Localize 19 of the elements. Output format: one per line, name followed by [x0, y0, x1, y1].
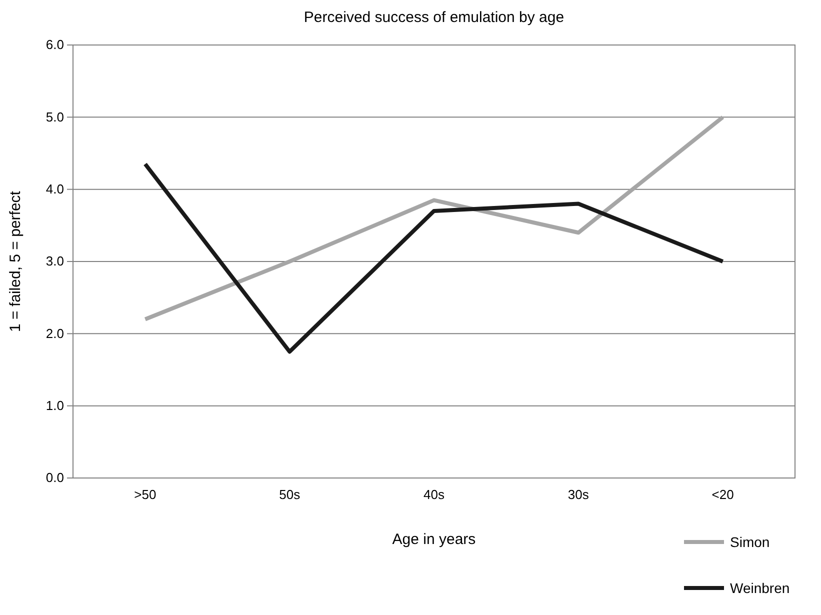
x-axis-title: Age in years: [392, 531, 476, 548]
y-tick-label: 5.0: [46, 109, 64, 124]
x-tick-label: 30s: [568, 487, 590, 502]
x-tick-label: 40s: [424, 487, 445, 502]
y-tick-label: 4.0: [46, 181, 64, 196]
y-tick-label: 6.0: [46, 37, 64, 52]
y-tick-label: 3.0: [46, 254, 64, 269]
x-tick-label: >50: [134, 487, 156, 502]
line-series: [143, 115, 725, 322]
chart-title: Perceived success of emulation by age: [304, 9, 564, 26]
line-series: [143, 162, 725, 354]
x-tick-label: <20: [712, 487, 734, 502]
y-axis-title: 1 = failed, 5 = perfect: [7, 190, 24, 332]
x-tick-label: 50s: [279, 487, 301, 502]
legend-label: Weinbren: [730, 580, 790, 596]
y-tick-label: 2.0: [46, 326, 64, 341]
y-tick-label: 0.0: [46, 470, 64, 486]
legend-label: Simon: [730, 534, 770, 550]
y-tick-label: 1.0: [46, 398, 64, 413]
